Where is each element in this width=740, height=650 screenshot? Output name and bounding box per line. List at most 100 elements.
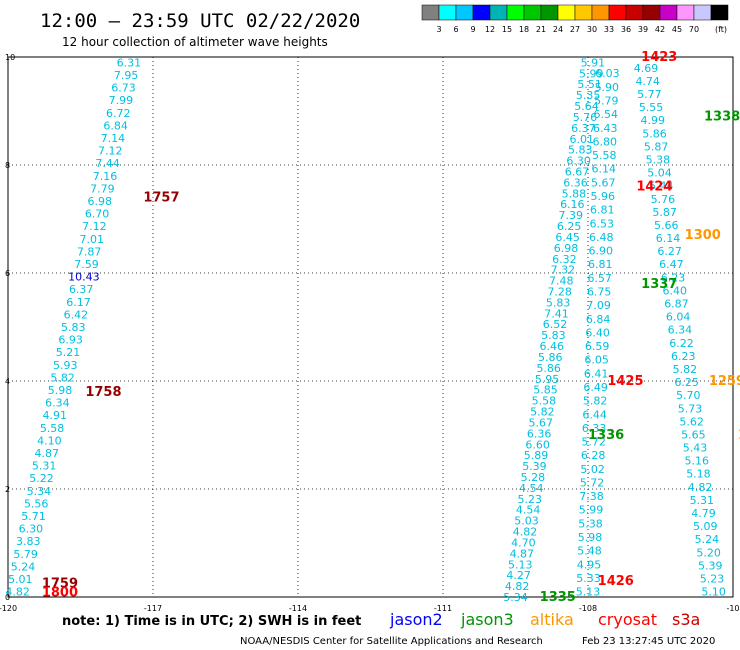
wave-height-value: 6.30 bbox=[19, 523, 44, 536]
wave-height-value: 5.56 bbox=[24, 497, 49, 510]
wave-height-value: 5.73 bbox=[678, 402, 703, 415]
x-tick-label: -120 bbox=[0, 604, 17, 613]
timestamp-text: Feb 23 13:27:45 UTC 2020 bbox=[582, 636, 715, 647]
wave-height-value: 7.44 bbox=[95, 157, 120, 170]
wave-height-value: 6.81 bbox=[588, 258, 613, 271]
wave-height-value: 7.28 bbox=[547, 286, 572, 299]
wave-height-value: 7.87 bbox=[77, 245, 102, 258]
note-text: note: 1) Time is in UTC; 2) SWH is in fe… bbox=[62, 614, 361, 629]
wave-height-value: 6.53 bbox=[589, 217, 614, 230]
wave-height-value: 5.28 bbox=[521, 471, 546, 484]
wave-height-value: 5.98 bbox=[578, 531, 603, 544]
chart-subtitle: 12 hour collection of altimeter wave hei… bbox=[62, 35, 328, 49]
satellite-altika: altika bbox=[530, 610, 574, 629]
wave-height-value: 5.88 bbox=[562, 187, 587, 200]
wave-height-value: 6.54 bbox=[594, 108, 619, 121]
wave-height-value: 6.72 bbox=[106, 107, 131, 120]
wave-height-value: 5.38 bbox=[578, 517, 603, 530]
wave-height-value: 6.60 bbox=[525, 438, 550, 451]
wave-height-value: 7.09 bbox=[586, 299, 611, 312]
wave-height-value: 7.12 bbox=[98, 145, 123, 158]
wave-height-value: 6.43 bbox=[593, 122, 618, 135]
wave-height-value: 6.36 bbox=[563, 176, 588, 189]
x-tick-label: -111 bbox=[434, 604, 452, 613]
colorbar-swatch bbox=[659, 4, 678, 21]
wave-height-value: 4.82 bbox=[688, 481, 713, 494]
colorbar-legend: 3 6 9 12 15 18 21 24 27 30 33 36 39 42 45 70 (ft) bbox=[421, 4, 729, 34]
wave-height-value: 6.40 bbox=[663, 284, 688, 297]
x-tick-label: -108 bbox=[579, 604, 597, 613]
colorbar-swatch bbox=[506, 4, 525, 21]
y-tick-label: 10 bbox=[5, 53, 15, 62]
x-tick-label: -114 bbox=[289, 604, 307, 613]
wave-height-value: 5.20 bbox=[696, 546, 721, 559]
wave-height-value: 6.49 bbox=[583, 381, 608, 394]
wave-height-value: 5.87 bbox=[644, 140, 669, 153]
wave-height-value: 5.02 bbox=[580, 463, 605, 476]
wave-height-value: 7.14 bbox=[101, 132, 126, 145]
wave-height-value: 5.98 bbox=[48, 384, 73, 397]
colorbar-label: 15 bbox=[502, 25, 512, 34]
wave-height-value: 7.95 bbox=[114, 69, 139, 82]
wave-height-value: 5.83 bbox=[568, 144, 593, 157]
wave-height-value: 6.32 bbox=[552, 253, 577, 266]
wave-height-value: 5.62 bbox=[679, 415, 704, 428]
wave-height-value: 6.81 bbox=[590, 204, 615, 217]
colorbar-label: 21 bbox=[536, 25, 546, 34]
wave-height-value: 4.82 bbox=[505, 580, 530, 593]
wave-height-value: 5.23 bbox=[517, 493, 542, 506]
satellite-cryosat: cryosat bbox=[598, 610, 657, 629]
wave-height-value: 5.86 bbox=[538, 351, 563, 364]
colorbar-label: 18 bbox=[519, 25, 529, 34]
wave-height-value: 6.44 bbox=[582, 408, 607, 421]
wave-height-value: 5.09 bbox=[693, 520, 718, 533]
colorbar-swatch bbox=[540, 4, 559, 21]
wave-height-value: 3.83 bbox=[16, 535, 41, 548]
wave-height-value: 6.57 bbox=[587, 272, 612, 285]
wave-height-value: 5.90 bbox=[595, 81, 620, 94]
wave-height-value: 4.99 bbox=[641, 114, 666, 127]
wave-height-value: 5.91 bbox=[581, 56, 606, 69]
colorbar-swatch bbox=[591, 4, 610, 21]
y-tick-label: 6 bbox=[5, 269, 10, 278]
colorbar-swatch bbox=[642, 4, 661, 21]
wave-height-value: 6.98 bbox=[554, 242, 579, 255]
wave-height-value: 6.80 bbox=[593, 135, 618, 148]
colorbar-swatch bbox=[574, 4, 593, 21]
wave-height-value: 5.34 bbox=[27, 485, 52, 498]
colorbar-label: 70 bbox=[689, 25, 699, 34]
time-label: 1425 bbox=[607, 374, 643, 389]
wave-height-value: 5.99 bbox=[579, 67, 604, 80]
wave-height-value: 5.76 bbox=[651, 193, 676, 206]
satellite-legend: jason2 jason3 altika cryosat s3a bbox=[389, 610, 700, 629]
colorbar-label: 42 bbox=[655, 25, 665, 34]
wave-height-value: 5.44 bbox=[649, 180, 674, 193]
time-label: 1336 bbox=[588, 428, 624, 443]
wave-height-value: 5.86 bbox=[642, 127, 667, 140]
wave-height-value: 5.31 bbox=[690, 494, 715, 507]
wave-height-value: 5.89 bbox=[524, 449, 549, 462]
wave-height-value: 5.58 bbox=[592, 149, 617, 162]
wave-height-value: 6.34 bbox=[45, 397, 70, 410]
time-label: 1426 bbox=[598, 574, 634, 589]
wave-height-value: 5.64 bbox=[574, 100, 599, 113]
wave-height-value: 6.98 bbox=[87, 195, 112, 208]
wave-height-value: 5.58 bbox=[532, 395, 557, 408]
wave-height-value: 5.24 bbox=[695, 533, 720, 546]
wave-height-value: 6.48 bbox=[589, 231, 614, 244]
colorbar-label: 9 bbox=[470, 25, 475, 34]
colorbar-label: (ft) bbox=[715, 25, 727, 34]
wave-height-value: 6.01 bbox=[570, 133, 595, 146]
colorbar-swatch bbox=[557, 4, 576, 21]
satellite-jason3: jason3 bbox=[460, 610, 514, 629]
wave-height-value: 6.23 bbox=[671, 350, 696, 363]
wave-height-value: 5.67 bbox=[591, 176, 616, 189]
wave-height-value: 5.67 bbox=[529, 416, 554, 429]
wave-height-value: 4.10 bbox=[37, 434, 62, 447]
wave-height-value: 6.70 bbox=[85, 208, 110, 221]
x-tick-label: -117 bbox=[144, 604, 162, 613]
wave-height-value: 7.48 bbox=[549, 275, 574, 288]
colorbar-label: 39 bbox=[638, 25, 648, 34]
wave-height-value: 6.05 bbox=[584, 354, 609, 367]
